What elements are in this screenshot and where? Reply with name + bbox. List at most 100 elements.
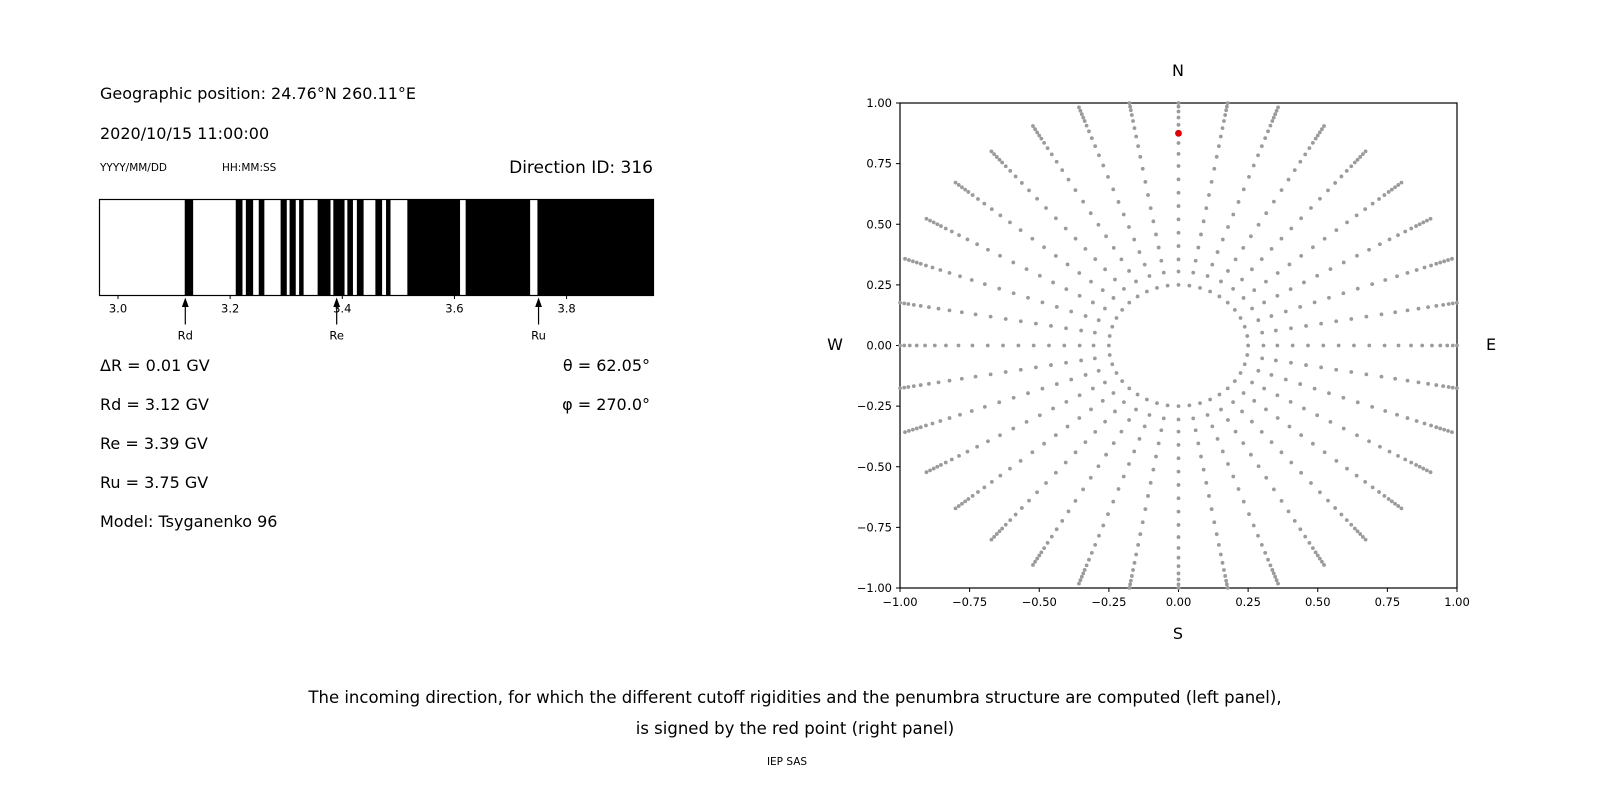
direction-dot — [1107, 353, 1112, 357]
credit-label: IEP SAS — [766, 756, 808, 768]
direction-dot — [1159, 428, 1164, 433]
direction-dot — [1240, 277, 1244, 282]
direction-dot — [1315, 553, 1320, 558]
direction-dot — [1271, 115, 1276, 120]
direction-dot — [992, 152, 997, 157]
direction-dot — [1143, 507, 1148, 511]
direction-dot — [1110, 362, 1115, 367]
direction-dot — [1349, 317, 1354, 321]
direction-dot — [1334, 367, 1339, 372]
direction-dot — [1259, 144, 1264, 149]
direction-dot — [1286, 177, 1291, 182]
direction-dot — [930, 421, 935, 426]
direction-dot — [1273, 358, 1278, 363]
direction-dot — [1441, 384, 1446, 389]
direction-dot — [1082, 119, 1087, 123]
direction-dot — [1344, 518, 1349, 523]
direction-dot — [1298, 382, 1303, 386]
direction-dot — [1027, 498, 1031, 503]
direction-dot — [1317, 556, 1322, 561]
penumbra-band — [386, 199, 391, 296]
direction-dot — [1275, 271, 1280, 275]
direction-dot — [1176, 109, 1181, 114]
direction-dot — [1250, 380, 1254, 385]
direction-dot — [1176, 555, 1181, 560]
direction-dot — [1283, 309, 1288, 314]
direction-dot — [1303, 152, 1308, 157]
direction-dot — [1355, 253, 1359, 258]
direction-dot — [1219, 279, 1223, 284]
delta-r-value: ΔR = 0.01 GV — [100, 356, 210, 375]
direction-dot — [953, 180, 958, 185]
direction-dot — [1127, 386, 1132, 391]
direction-dot — [1210, 424, 1215, 429]
direction-dot — [1241, 441, 1246, 446]
direction-dot — [976, 490, 980, 494]
direction-dot — [1089, 136, 1094, 141]
direction-dot — [1249, 419, 1254, 424]
direction-dot — [1045, 146, 1050, 150]
direction-dot — [1379, 374, 1384, 379]
direction-dot — [1364, 372, 1369, 377]
direction-dot — [1367, 247, 1371, 252]
direction-dot — [1352, 160, 1357, 165]
selected-direction-point — [1175, 129, 1182, 137]
direction-dot — [1045, 541, 1050, 545]
direction-dot — [957, 233, 961, 238]
direction-dot — [1354, 473, 1359, 478]
direction-dot — [1116, 200, 1121, 204]
direction-dot — [1204, 206, 1209, 211]
direction-dot — [1060, 168, 1065, 173]
direction-dot — [1276, 581, 1280, 586]
direction-dot — [924, 216, 929, 221]
direction-dot — [985, 343, 990, 348]
direction-dot — [1161, 416, 1166, 421]
direction-dot — [1288, 399, 1293, 404]
direction-dot — [1275, 343, 1280, 348]
scatter-x-tick-label: 0.50 — [1305, 595, 1331, 609]
direction-dot — [1037, 413, 1042, 418]
direction-dot — [914, 260, 919, 265]
direction-dot — [949, 229, 954, 234]
direction-dot — [1446, 258, 1450, 262]
direction-dot — [1111, 245, 1116, 250]
direction-dot — [1438, 343, 1443, 348]
direction-dot — [1249, 452, 1253, 457]
direction-dot — [1082, 568, 1087, 572]
direction-dot — [966, 190, 971, 194]
direction-dot — [1256, 368, 1261, 373]
direction-dot — [959, 310, 964, 315]
direction-dot — [1031, 343, 1036, 348]
direction-dot — [1154, 232, 1158, 237]
direction-dot — [1360, 152, 1365, 157]
direction-dot — [1217, 392, 1222, 397]
direction-dot — [1315, 133, 1320, 138]
direction-dot — [1140, 520, 1145, 525]
direction-dot — [1231, 212, 1236, 217]
direction-dot — [1176, 152, 1181, 156]
direction-dot — [1081, 571, 1086, 576]
direction-dot — [1238, 316, 1243, 320]
direction-dot — [1033, 127, 1037, 132]
direction-dot — [1352, 526, 1357, 531]
direction-dot — [1176, 564, 1181, 569]
direction-dot — [1441, 302, 1446, 307]
direction-dot — [1073, 236, 1078, 241]
direction-dot — [1299, 433, 1304, 438]
direction-dot — [973, 374, 978, 379]
direction-dot — [1083, 247, 1088, 251]
direction-dot — [1389, 187, 1394, 192]
direction-dot — [963, 499, 968, 504]
direction-dot — [1217, 294, 1222, 299]
direction-dot — [975, 444, 980, 449]
direction-dot — [1417, 222, 1422, 227]
direction-dot — [1104, 234, 1108, 239]
direction-dot — [1106, 343, 1111, 348]
direction-dot — [1409, 460, 1414, 465]
direction-dot — [1111, 391, 1116, 395]
direction-dot — [1089, 407, 1093, 412]
direction-dot — [1326, 498, 1330, 503]
direction-dot — [1273, 112, 1278, 117]
direction-dot — [989, 479, 994, 484]
direction-dot — [1064, 287, 1069, 292]
